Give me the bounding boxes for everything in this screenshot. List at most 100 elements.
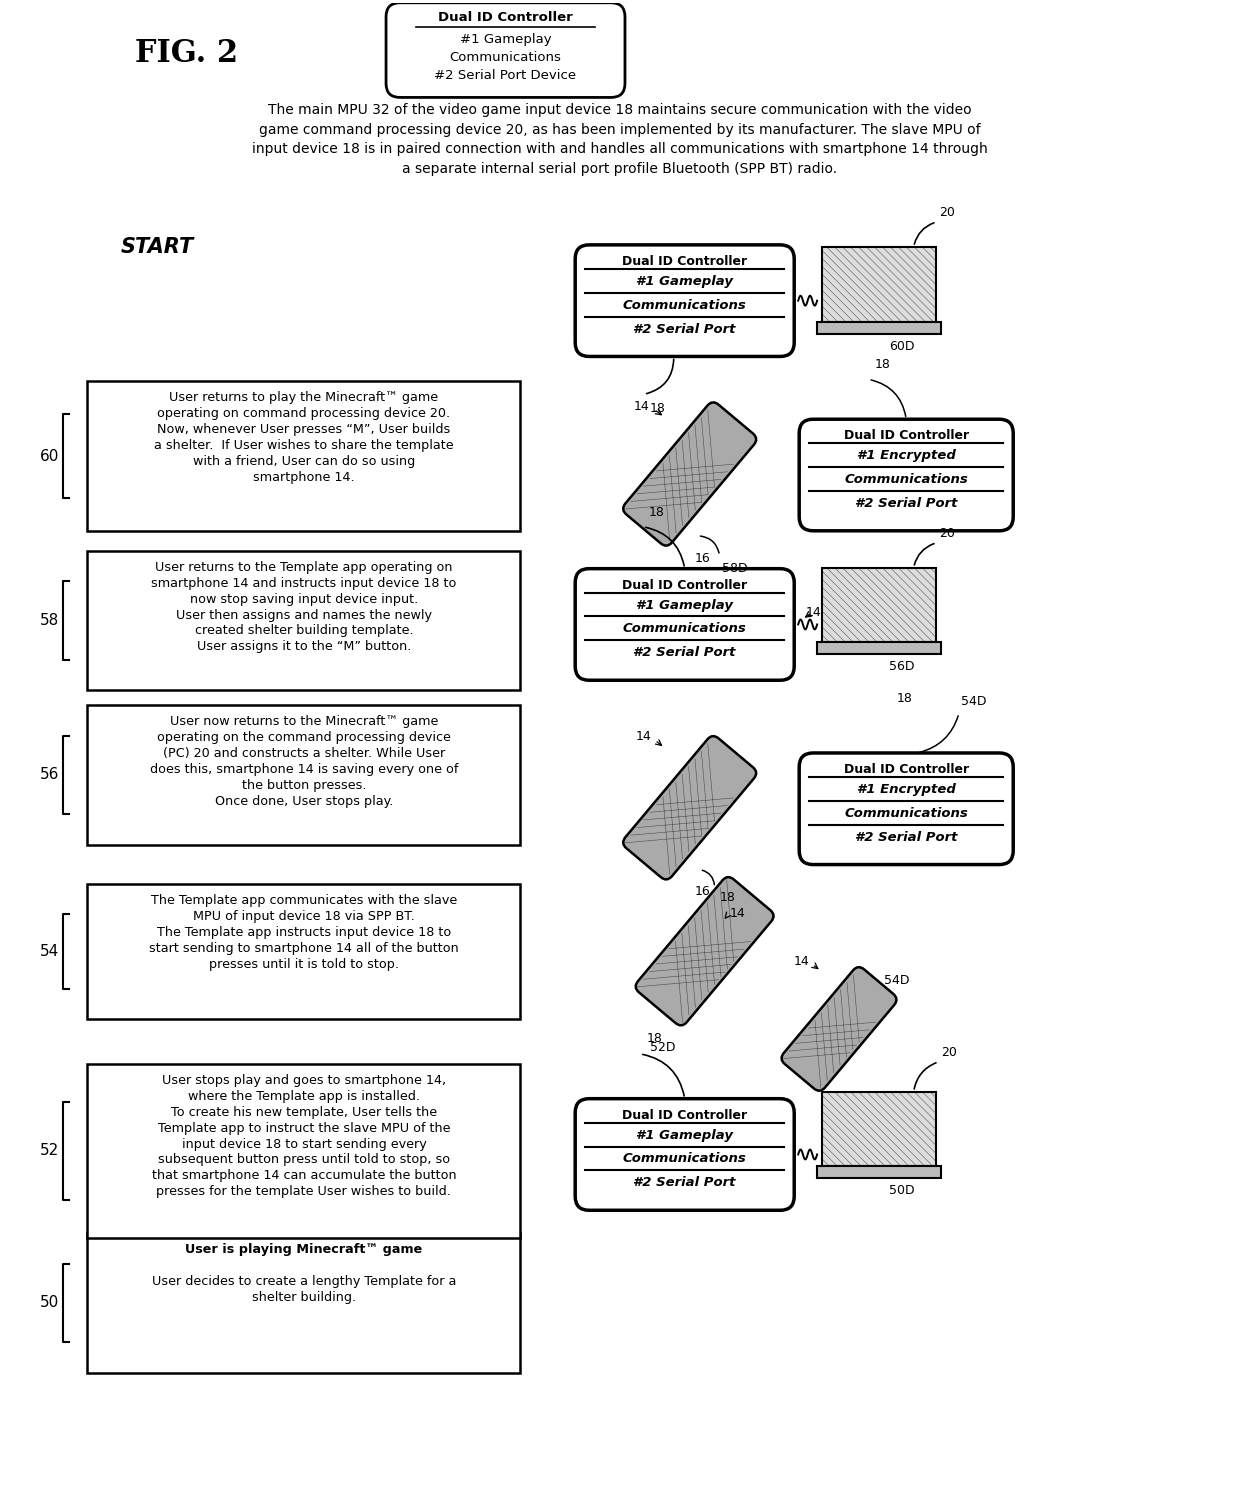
Text: Dual ID Controller: Dual ID Controller (843, 428, 968, 442)
Text: (PC) 20 and constructs a shelter. While User: (PC) 20 and constructs a shelter. While … (162, 746, 445, 760)
Bar (87, 1233, 521, 1372)
Text: 18: 18 (897, 693, 913, 705)
Text: Once done, User stops play.: Once done, User stops play. (215, 794, 393, 808)
Text: now stop saving input device input.: now stop saving input device input. (190, 593, 418, 606)
Text: 18: 18 (650, 402, 666, 415)
Text: Template app to instruct the slave MPU of the: Template app to instruct the slave MPU o… (157, 1121, 450, 1135)
Text: Dual ID Controller: Dual ID Controller (622, 1109, 748, 1121)
Text: 52: 52 (40, 1144, 60, 1159)
Bar (822, 246, 936, 321)
Text: Dual ID Controller: Dual ID Controller (622, 255, 748, 267)
Text: FIG. 2: FIG. 2 (135, 37, 238, 69)
Text: Now, whenever User presses “M”, User builds: Now, whenever User presses “M”, User bui… (157, 423, 450, 436)
Text: shelter building.: shelter building. (252, 1291, 356, 1303)
Text: operating on command processing device 20.: operating on command processing device 2… (157, 408, 450, 420)
Text: subsequent button press until told to stop, so: subsequent button press until told to st… (157, 1154, 450, 1166)
Text: Communications: Communications (622, 299, 746, 312)
Text: input device 18 to start sending every: input device 18 to start sending every (181, 1138, 427, 1151)
Text: User is playing Minecraft™ game: User is playing Minecraft™ game (185, 1244, 423, 1256)
Text: 54D: 54D (961, 696, 987, 708)
Text: #2 Serial Port: #2 Serial Port (634, 646, 737, 660)
Text: operating on the command processing device: operating on the command processing devi… (157, 732, 451, 744)
Text: 18: 18 (649, 506, 665, 520)
Text: 56D: 56D (889, 660, 914, 673)
Text: Communications: Communications (844, 806, 968, 820)
Text: smartphone 14.: smartphone 14. (253, 470, 355, 484)
FancyBboxPatch shape (624, 402, 756, 546)
Text: User assigns it to the “M” button.: User assigns it to the “M” button. (197, 640, 412, 654)
Text: 58: 58 (40, 614, 60, 629)
Text: #2 Serial Port: #2 Serial Port (854, 497, 957, 511)
Text: where the Template app is installed.: where the Template app is installed. (188, 1090, 420, 1103)
Text: Communications: Communications (622, 623, 746, 636)
Text: #1 Gameplay: #1 Gameplay (460, 33, 552, 46)
Text: 18: 18 (874, 358, 890, 372)
FancyBboxPatch shape (624, 736, 756, 879)
Text: presses for the template User wishes to build.: presses for the template User wishes to … (156, 1185, 451, 1199)
Text: 20: 20 (940, 527, 956, 540)
FancyBboxPatch shape (575, 1099, 794, 1211)
Text: User returns to play the Minecraft™ game: User returns to play the Minecraft™ game (170, 391, 439, 405)
Text: Dual ID Controller: Dual ID Controller (438, 10, 573, 24)
FancyBboxPatch shape (386, 3, 625, 97)
Bar (822, 1091, 936, 1166)
Text: START: START (120, 237, 193, 257)
Text: that smartphone 14 can accumulate the button: that smartphone 14 can accumulate the bu… (151, 1169, 456, 1182)
FancyBboxPatch shape (575, 245, 794, 357)
Text: 50: 50 (40, 1296, 60, 1311)
Text: does this, smartphone 14 is saving every one of: does this, smartphone 14 is saving every… (150, 763, 458, 776)
Text: User returns to the Template app operating on: User returns to the Template app operati… (155, 561, 453, 573)
Text: To create his new template, User tells the: To create his new template, User tells t… (171, 1106, 436, 1118)
Text: 20: 20 (941, 1045, 957, 1059)
Text: User then assigns and names the newly: User then assigns and names the newly (176, 609, 432, 621)
Text: 54D: 54D (884, 973, 909, 987)
Text: 52D: 52D (650, 1041, 676, 1054)
Bar (817, 1166, 941, 1178)
Text: 16: 16 (694, 552, 711, 564)
FancyBboxPatch shape (575, 569, 794, 681)
Text: 14: 14 (634, 400, 650, 412)
Bar (87, 884, 521, 1020)
Text: 14: 14 (806, 606, 822, 620)
Text: #1 Gameplay: #1 Gameplay (636, 599, 733, 612)
Text: 14: 14 (794, 954, 810, 967)
Text: The Template app instructs input device 18 to: The Template app instructs input device … (156, 926, 451, 939)
Text: Communications: Communications (844, 473, 968, 487)
Text: Dual ID Controller: Dual ID Controller (622, 579, 748, 591)
Text: 54: 54 (40, 944, 60, 959)
Text: User stops play and goes to smartphone 14,: User stops play and goes to smartphone 1… (162, 1073, 446, 1087)
Bar (817, 642, 941, 654)
Text: 58D: 58D (722, 561, 748, 575)
Text: User decides to create a lengthy Template for a: User decides to create a lengthy Templat… (151, 1275, 456, 1288)
Text: start sending to smartphone 14 all of the button: start sending to smartphone 14 all of th… (149, 942, 459, 956)
Text: 60D: 60D (889, 339, 914, 352)
Text: #1 Gameplay: #1 Gameplay (636, 1129, 733, 1142)
Text: Dual ID Controller: Dual ID Controller (843, 763, 968, 776)
Text: with a friend, User can do so using: with a friend, User can do so using (192, 455, 415, 469)
Text: User now returns to the Minecraft™ game: User now returns to the Minecraft™ game (170, 715, 438, 729)
Bar (87, 1065, 521, 1238)
Text: Communications: Communications (450, 51, 562, 64)
Text: 18: 18 (647, 1032, 662, 1045)
FancyBboxPatch shape (636, 876, 774, 1026)
Bar (87, 705, 521, 845)
FancyBboxPatch shape (781, 967, 897, 1091)
Text: 56: 56 (40, 767, 60, 782)
Bar (822, 567, 936, 642)
Bar (817, 321, 941, 333)
Bar (87, 381, 521, 532)
Text: 50D: 50D (889, 1184, 914, 1197)
Text: presses until it is told to stop.: presses until it is told to stop. (208, 959, 399, 972)
FancyBboxPatch shape (800, 420, 1013, 532)
Text: 14: 14 (729, 906, 745, 920)
Text: smartphone 14 and instructs input device 18 to: smartphone 14 and instructs input device… (151, 576, 456, 590)
Text: Communications: Communications (622, 1153, 746, 1166)
Text: #2 Serial Port: #2 Serial Port (854, 830, 957, 844)
Text: 16: 16 (694, 885, 711, 899)
Text: #1 Encrypted: #1 Encrypted (857, 782, 956, 796)
Bar (87, 551, 521, 690)
Text: created shelter building template.: created shelter building template. (195, 624, 413, 638)
FancyBboxPatch shape (800, 752, 1013, 864)
Text: The main MPU 32 of the video game input device 18 maintains secure communication: The main MPU 32 of the video game input … (252, 103, 988, 176)
Text: #2 Serial Port: #2 Serial Port (634, 322, 737, 336)
